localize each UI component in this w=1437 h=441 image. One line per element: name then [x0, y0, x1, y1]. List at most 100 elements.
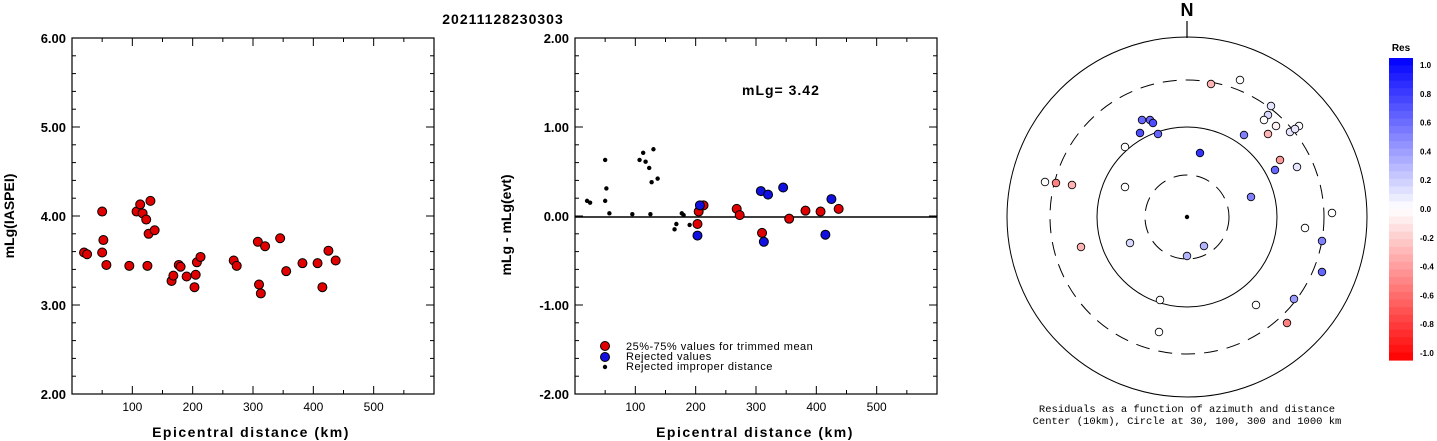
data-point [734, 210, 745, 221]
station-point [1317, 267, 1327, 277]
ring-1000km [1006, 36, 1368, 398]
y-tick-label: 2.00 [41, 387, 66, 402]
x-tick-label: 400 [303, 400, 323, 414]
station-point [1040, 177, 1050, 187]
data-point-improper [602, 157, 608, 163]
colorbar-band [1389, 224, 1413, 233]
data-point [800, 205, 811, 216]
data-point [826, 194, 837, 205]
x-tick-label: 300 [243, 400, 263, 414]
data-point [189, 282, 200, 293]
data-point [758, 236, 769, 247]
station-point [1263, 129, 1273, 139]
colorbar-band [1389, 118, 1413, 127]
station-point [1137, 115, 1147, 125]
data-point [195, 251, 206, 262]
colorbar-band [1389, 254, 1413, 263]
colorbar-tick-label: 0.8 [1420, 90, 1432, 99]
colorbar-band [1389, 73, 1413, 82]
colorbar-band [1389, 261, 1413, 270]
data-point [281, 266, 292, 277]
colorbar-band [1389, 80, 1413, 89]
colorbar-band [1389, 141, 1413, 150]
data-point [149, 225, 160, 236]
x-axis-label: Epicentral distance (km) [152, 424, 350, 440]
colorbar-band [1389, 209, 1413, 218]
data-point [252, 236, 263, 247]
data-point [135, 199, 146, 210]
station-point [1251, 300, 1261, 310]
data-point [181, 271, 192, 282]
magnitude-distance-chart: mLg(IASPEI) Epicentral distance (km) 100… [1, 31, 435, 440]
chart-frame [71, 37, 435, 395]
data-point [317, 282, 328, 293]
legend-label-trimmed: 25%-75% values for trimmed mean [626, 341, 813, 353]
colorbar-title: Res [1392, 43, 1411, 54]
data-point [168, 270, 179, 281]
magnitude-annotation: mLg= 3.42 [742, 82, 820, 98]
legend-marker-improper [602, 364, 608, 370]
colorbar-tick-label: 0.6 [1420, 119, 1432, 128]
data-point [254, 279, 265, 290]
station-point [1154, 327, 1164, 337]
y-tick-label: 3.00 [41, 298, 66, 313]
data-point [142, 260, 153, 271]
colorbar-band [1389, 314, 1413, 323]
residual-distance-chart: mLg - mLg(evt) Epicentral distance (km) … [498, 31, 938, 440]
colorbar-band [1389, 246, 1413, 255]
station-point [1266, 101, 1276, 111]
data-point [692, 219, 703, 230]
station-point [1120, 142, 1130, 152]
data-point-improper [630, 212, 635, 217]
azimuth-residual-plot: N Residuals as a function of azimuth and… [1006, 0, 1368, 428]
station-point [1067, 180, 1077, 190]
colorbar-tick-label: -0.6 [1420, 291, 1434, 300]
data-point [97, 206, 108, 217]
colorbar-band [1389, 322, 1413, 331]
station-point [1195, 148, 1205, 158]
colorbar-band [1389, 239, 1413, 248]
y-ticks: 2.00 3.00 4.00 5.00 6.00 [41, 31, 434, 402]
data-point-improper [655, 176, 660, 181]
data-point [145, 195, 156, 206]
colorbar-band [1389, 201, 1413, 210]
colorbar-band [1389, 103, 1413, 112]
station-point [1206, 79, 1216, 89]
colorbar-band [1389, 58, 1413, 67]
station-point [1292, 162, 1302, 172]
colorbar-tick-label: -0.2 [1420, 234, 1434, 243]
colorbar-band [1389, 95, 1413, 104]
station-point [1259, 115, 1269, 125]
x-tick-label: 100 [625, 400, 645, 414]
legend-marker-rejected [600, 352, 610, 362]
station-point [1239, 130, 1249, 140]
data-point [82, 249, 93, 260]
data-point-improper [681, 212, 686, 218]
colorbar-band [1389, 352, 1413, 361]
colorbar-band [1389, 156, 1413, 165]
data-point [141, 214, 152, 225]
data-points [584, 147, 844, 247]
data-point [694, 200, 705, 211]
x-tick-label: 400 [806, 400, 826, 414]
station-point [1327, 208, 1337, 218]
data-point [784, 213, 795, 224]
data-point-improper [651, 147, 656, 152]
colorbar-band [1389, 269, 1413, 278]
data-point-improper [648, 212, 653, 217]
colorbar-tick-label: 0.0 [1420, 205, 1432, 214]
x-axis-label: Epicentral distance (km) [656, 424, 854, 440]
y-tick-label: 5.00 [41, 120, 66, 135]
x-ticks: 100 200 300 400 500 [574, 38, 938, 414]
data-point [833, 203, 844, 214]
colorbar-band [1389, 337, 1413, 346]
colorbar-band [1389, 125, 1413, 135]
station-point [1155, 295, 1165, 305]
station-point [1125, 238, 1135, 248]
data-point-improper [607, 211, 612, 216]
caption-line-1: Residuals as a function of azimuth and d… [1039, 404, 1335, 416]
station-point [1290, 124, 1300, 134]
ring-100km [1096, 126, 1278, 308]
data-point [101, 259, 112, 270]
data-point [815, 206, 826, 217]
